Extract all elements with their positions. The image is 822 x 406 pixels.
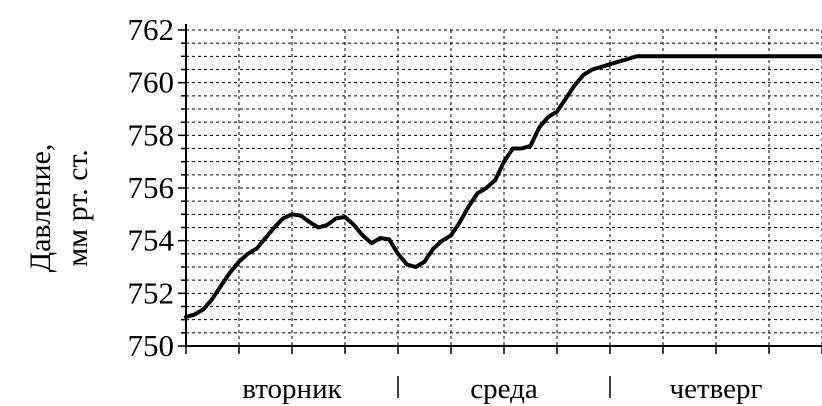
y-axis-title-line1: Давление, bbox=[24, 144, 57, 273]
x-day-label: среда bbox=[470, 373, 538, 405]
x-day-labels: вторник среда четверг bbox=[242, 373, 762, 405]
y-tick-label: 750 bbox=[128, 328, 175, 363]
x-day-label: вторник bbox=[242, 373, 342, 405]
pressure-series-line bbox=[184, 54, 822, 319]
y-tick-label: 754 bbox=[128, 223, 175, 258]
y-tick-label: 756 bbox=[128, 170, 175, 205]
y-tick-label: 762 bbox=[128, 12, 175, 47]
y-tick-label: 758 bbox=[128, 117, 175, 152]
x-day-label: четверг bbox=[670, 373, 763, 405]
y-tick-labels: 762 760 758 756 754 752 750 bbox=[128, 12, 175, 363]
y-axis-title-line2: мм рт. ст. bbox=[61, 149, 94, 267]
grid bbox=[186, 29, 822, 346]
y-tick-label: 752 bbox=[128, 275, 175, 310]
axes bbox=[178, 24, 822, 354]
y-tick-label: 760 bbox=[128, 65, 175, 100]
